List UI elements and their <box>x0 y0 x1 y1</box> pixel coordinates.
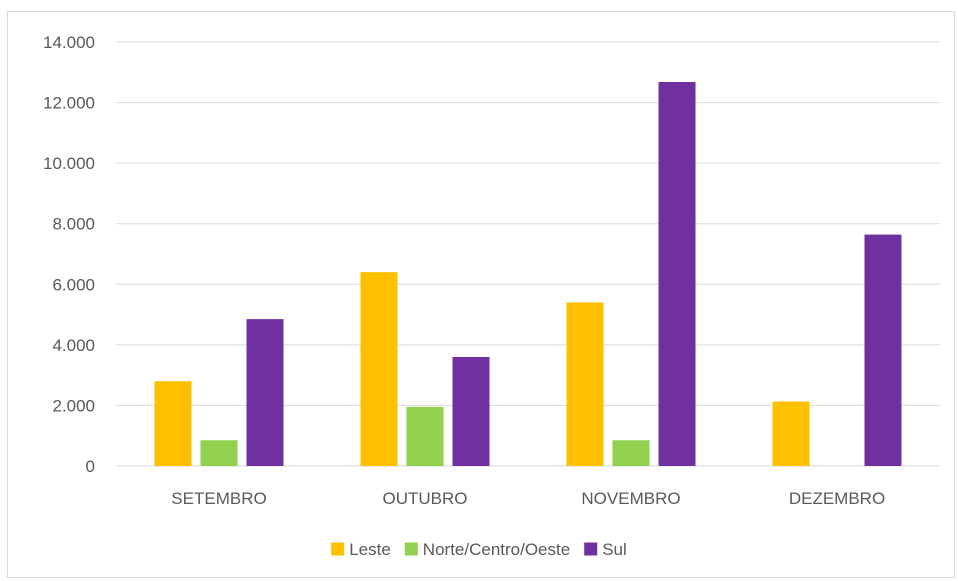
y-tick-label: 0 <box>86 457 95 476</box>
y-tick-label: 6.000 <box>52 275 95 294</box>
y-tick-label: 8.000 <box>52 215 95 234</box>
y-tick-label: 14.000 <box>43 33 95 52</box>
legend-item-norte-centro-oeste: Norte/Centro/Oeste <box>404 540 570 559</box>
bars <box>154 81 902 466</box>
legend-swatch <box>404 542 418 556</box>
x-tick-label: DEZEMBRO <box>789 489 885 508</box>
x-tick-label: NOVEMBRO <box>581 489 680 508</box>
x-tick-label: SETEMBRO <box>171 489 266 508</box>
legend-swatch <box>331 542 345 556</box>
legend-item-sul: Sul <box>584 540 627 559</box>
bar-leste-novembro <box>566 302 604 466</box>
bar-norte-centro-oeste-setembro <box>200 440 238 466</box>
legend-swatch <box>584 542 598 556</box>
bar-leste-setembro <box>154 381 192 466</box>
bar-sul-novembro <box>658 81 696 466</box>
bar-sul-dezembro <box>864 234 902 466</box>
legend-item-leste: Leste <box>331 540 391 559</box>
y-tick-label: 4.000 <box>52 336 95 355</box>
y-tick-label: 10.000 <box>43 154 95 173</box>
bar-norte-centro-oeste-novembro <box>612 440 650 466</box>
y-tick-label: 12.000 <box>43 94 95 113</box>
legend-label: Leste <box>349 540 391 559</box>
y-tick-label: 2.000 <box>52 396 95 415</box>
bar-leste-outubro <box>360 272 398 466</box>
chart-frame <box>7 11 955 578</box>
x-tick-label: OUTUBRO <box>383 489 468 508</box>
bar-sul-outubro <box>452 356 490 466</box>
legend-label: Sul <box>602 540 627 559</box>
gridlines <box>116 41 940 467</box>
bar-norte-centro-oeste-outubro <box>406 406 444 466</box>
bar-sul-setembro <box>246 319 284 466</box>
y-axis-tick-labels: 0 2.000 4.000 6.000 8.000 10.000 12.000 14.000 <box>43 33 95 476</box>
bar-leste-dezembro <box>772 401 810 466</box>
legend-label: Norte/Centro/Oeste <box>423 540 570 559</box>
x-axis-tick-labels: SETEMBRO OUTUBRO NOVEMBRO DEZEMBRO <box>171 489 885 508</box>
legend: Leste Norte/Centro/Oeste Sul <box>331 540 627 559</box>
